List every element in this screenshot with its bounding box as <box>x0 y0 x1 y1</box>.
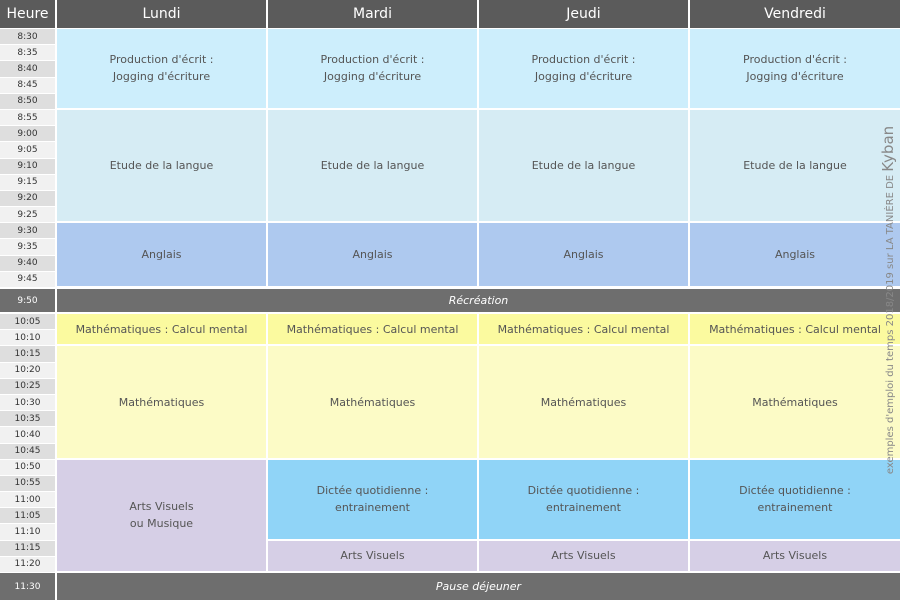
lesson: Anglais <box>479 223 688 286</box>
break-time: 9:50 <box>0 289 55 312</box>
time-slot: 10:35 <box>0 411 55 427</box>
lesson: Arts Visuels <box>268 540 477 571</box>
lesson: Anglais <box>268 223 477 286</box>
time-slot: 8:45 <box>0 77 55 93</box>
day-header: Jeudi <box>479 0 688 28</box>
day-header: Mardi <box>268 0 477 28</box>
lesson: Mathématiques : Calcul mental <box>479 314 688 345</box>
lesson: Arts Visuels ou Musique <box>57 459 266 571</box>
lesson: Production d'écrit : Jogging d'écriture <box>479 29 688 108</box>
time-slot: 11:05 <box>0 508 55 524</box>
time-slot: 11:10 <box>0 524 55 540</box>
lesson: Mathématiques : Calcul mental <box>268 314 477 345</box>
break-time: 11:30 <box>0 573 55 600</box>
time-slot: 9:15 <box>0 174 55 190</box>
lesson: Production d'écrit : Jogging d'écriture <box>690 29 900 108</box>
time-slot: 11:20 <box>0 556 55 572</box>
watermark-name: Kyban <box>879 125 897 172</box>
watermark-text: exemples d'emploi du temps 2018/2019 sur… <box>885 174 896 475</box>
time-slot: 10:05 <box>0 314 55 330</box>
time-slot: 10:40 <box>0 427 55 443</box>
time-slot: 11:00 <box>0 492 55 508</box>
watermark: exemples d'emploi du temps 2018/2019 sur… <box>879 126 897 474</box>
lesson: Dictée quotidienne : entrainement <box>268 459 477 539</box>
day-header: Lundi <box>57 0 266 28</box>
lesson: Etude de la langue <box>690 109 900 222</box>
time-slot: 10:45 <box>0 443 55 459</box>
time-slot: 8:35 <box>0 45 55 61</box>
time-slot: 10:20 <box>0 362 55 378</box>
time-slot: 9:25 <box>0 207 55 223</box>
lesson: Mathématiques <box>479 346 688 458</box>
time-slot: 9:20 <box>0 190 55 207</box>
time-slot: 9:00 <box>0 126 55 142</box>
time-slot: 10:25 <box>0 378 55 394</box>
day-header: Vendredi <box>690 0 900 28</box>
hour-header: Heure <box>0 0 55 28</box>
time-slot: 9:45 <box>0 271 55 287</box>
lesson: Arts Visuels <box>479 540 688 571</box>
break-label: Pause déjeuner <box>57 573 900 600</box>
time-slot: 10:55 <box>0 475 55 492</box>
time-slot: 8:50 <box>0 93 55 109</box>
time-slot: 10:50 <box>0 459 55 475</box>
lesson: Dictée quotidienne : entrainement <box>690 459 900 539</box>
lesson: Production d'écrit : Jogging d'écriture <box>268 29 477 108</box>
time-slot: 9:10 <box>0 158 55 174</box>
lesson: Etude de la langue <box>268 109 477 222</box>
time-slot: 10:30 <box>0 394 55 411</box>
lesson: Mathématiques <box>57 346 266 458</box>
time-slot: 10:10 <box>0 330 55 346</box>
lesson: Production d'écrit : Jogging d'écriture <box>57 29 266 108</box>
time-slot: 8:40 <box>0 61 55 77</box>
time-slot: 9:30 <box>0 223 55 239</box>
lesson: Etude de la langue <box>479 109 688 222</box>
break-label: Récréation <box>57 289 900 312</box>
time-slot: 9:40 <box>0 255 55 271</box>
lesson: Etude de la langue <box>57 109 266 222</box>
lesson: Mathématiques : Calcul mental <box>690 314 900 345</box>
time-slot: 11:15 <box>0 540 55 556</box>
lesson: Arts Visuels <box>690 540 900 571</box>
time-slot: 8:55 <box>0 109 55 126</box>
lesson: Anglais <box>690 223 900 286</box>
time-slot: 10:15 <box>0 346 55 362</box>
lesson: Anglais <box>57 223 266 286</box>
time-slot: 9:35 <box>0 239 55 255</box>
lesson: Mathématiques : Calcul mental <box>57 314 266 345</box>
lesson: Dictée quotidienne : entrainement <box>479 459 688 539</box>
lesson: Mathématiques <box>268 346 477 458</box>
time-slot: 8:30 <box>0 29 55 45</box>
time-slot: 9:05 <box>0 142 55 158</box>
lesson: Mathématiques <box>690 346 900 458</box>
